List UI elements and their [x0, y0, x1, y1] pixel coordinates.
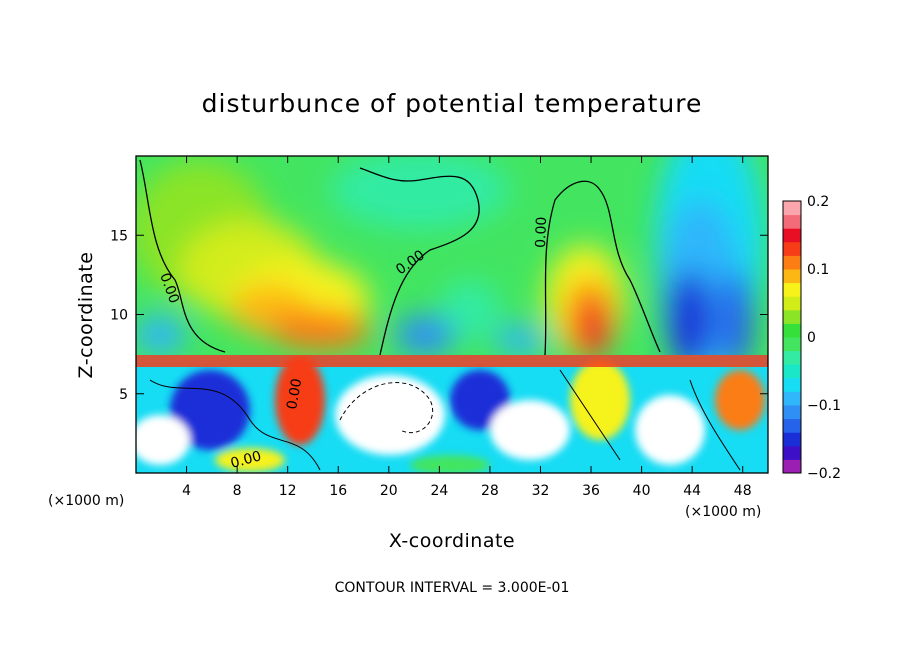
contour-label: 0.00: [284, 377, 305, 410]
x-unit-right: (×1000 m): [685, 504, 761, 520]
lower-field: [136, 355, 768, 473]
x-tick-label: 20: [380, 483, 398, 499]
colorbar-tick-label: 0.2: [807, 194, 829, 210]
colorbar-swatch: [783, 241, 801, 256]
colorbar-swatch: [783, 323, 801, 338]
plot-area: 0.00 0.00 0.00 0.00 0.00: [135, 155, 769, 474]
y-tick-label: 10: [110, 308, 128, 324]
colorbar-swatch: [783, 337, 801, 352]
colorbar: 0.2 0.1 0 −0.1 −0.2: [782, 194, 841, 482]
x-tick-label: 12: [279, 483, 297, 499]
colorbar-frame: [782, 200, 802, 474]
colorbar-swatch: [783, 445, 801, 460]
colorbar-swatch: [783, 350, 801, 365]
colorbar-swatch: [783, 296, 801, 311]
colorbar-swatch: [783, 405, 801, 420]
x-tick-label: 48: [734, 483, 752, 499]
colorbar-swatch: [783, 391, 801, 406]
x-tick-label: 28: [481, 483, 499, 499]
colorbar-tick-label: −0.2: [807, 466, 841, 482]
colorbar-swatch: [783, 228, 801, 243]
x-tick-label: 44: [683, 483, 701, 499]
x-tick-label: 36: [582, 483, 600, 499]
x-tick-label: 24: [430, 483, 448, 499]
colorbar-swatch: [783, 309, 801, 324]
y-tick-label: 15: [110, 228, 128, 244]
contour-label: 0.00: [229, 448, 263, 472]
x-tick-label: 32: [532, 483, 550, 499]
colorbar-swatch: [783, 364, 801, 379]
x-axis-label: X-coordinate: [389, 530, 515, 552]
x-tick-label: 40: [633, 483, 651, 499]
x-tick-label: 8: [233, 483, 242, 499]
colorbar-swatch: [783, 459, 801, 474]
x-unit-left: (×1000 m): [48, 493, 124, 509]
contour-label: 0.00: [533, 216, 550, 248]
colorbar-tick-label: −0.1: [807, 398, 841, 414]
colorbar-swatch: [783, 432, 801, 447]
y-tick-label: 5: [119, 387, 128, 403]
colorbar-tick-label: 0: [807, 330, 816, 346]
colorbar-swatch: [783, 377, 801, 392]
colorbar-swatch: [783, 418, 801, 433]
x-tick-label: 16: [329, 483, 347, 499]
colorbar-swatch: [783, 282, 801, 297]
chart-title: disturbunce of potential temperature: [202, 89, 703, 118]
colorbar-swatch: [783, 255, 801, 270]
colorbar-tick-label: 0.1: [807, 262, 829, 278]
colorbar-swatch: [783, 201, 801, 216]
x-tick-label: 4: [182, 483, 191, 499]
colorbar-swatch: [783, 214, 801, 229]
y-axis: 5 10 15: [110, 228, 768, 403]
x-axis: 4 8 12 16 20 24 28 32 36 40 44 48: [182, 156, 752, 499]
y-axis-label: Z-coordinate: [75, 252, 97, 379]
colorbar-swatch: [783, 269, 801, 284]
upper-field: [136, 156, 768, 355]
contour-interval-note: CONTOUR INTERVAL = 3.000E-01: [335, 580, 570, 596]
